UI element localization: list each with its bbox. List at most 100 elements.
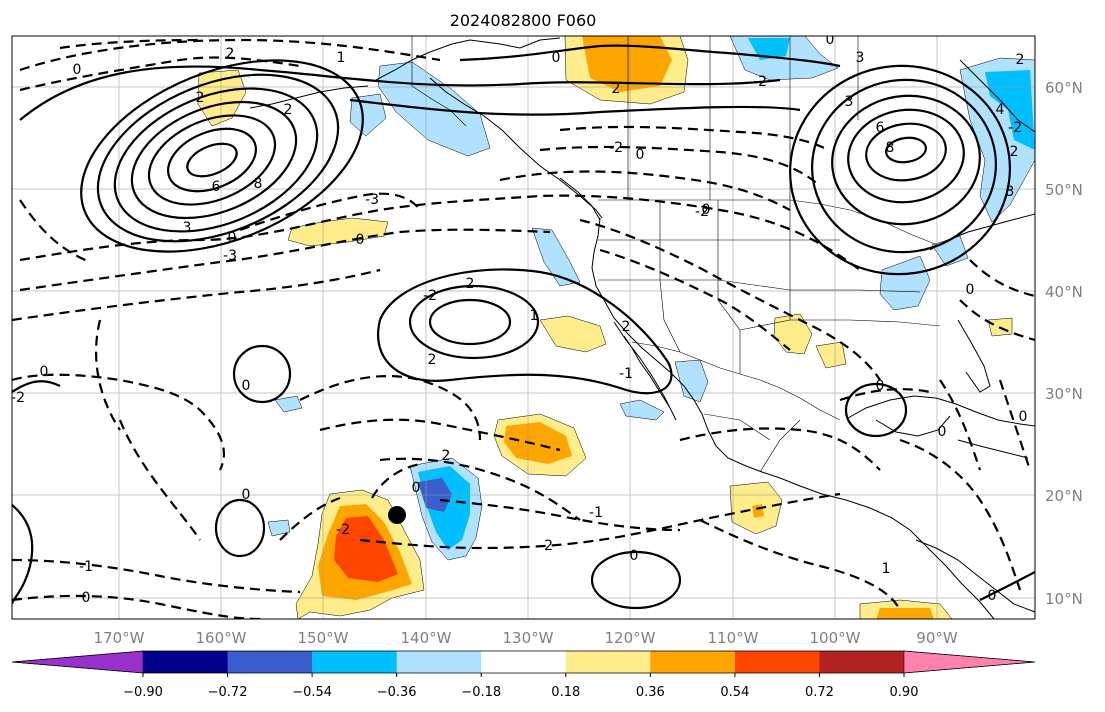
shade-positive (815, 341, 847, 369)
contour-label: 0 (938, 424, 947, 440)
colorbar-tick-label: 0.36 (636, 685, 665, 700)
longitude-label: 160°W (196, 629, 247, 647)
contour-label: -2 (423, 288, 437, 304)
height-anomaly-contours (12, 38, 1035, 619)
contour-line (979, 571, 1035, 601)
shade-negative (748, 38, 790, 60)
colorbar-tick-label: −0.18 (461, 685, 501, 700)
colorbar-tick-label: −0.54 (292, 685, 332, 700)
contour-line (130, 100, 298, 220)
colorbar-segment (819, 651, 905, 673)
contour-line (19, 228, 551, 292)
contour-label: 0 (702, 202, 711, 218)
contour-line (831, 94, 981, 226)
colorbar-segment (734, 651, 820, 673)
contour-line (19, 65, 781, 121)
contour-line (299, 374, 482, 441)
contour-line (19, 199, 91, 264)
colorbar-segment (227, 651, 313, 673)
colorbar-segment (312, 651, 398, 673)
shade-positive (504, 422, 572, 464)
contour-label: 0 (826, 32, 835, 48)
contour-label: -2 (753, 74, 767, 90)
contour-label: 0 (228, 230, 237, 246)
contour-line (12, 373, 225, 471)
colorbar-tick-label: −0.36 (377, 685, 417, 700)
contour-line (599, 248, 791, 351)
colorbar-tick-label: −0.90 (123, 685, 163, 700)
contour-line (939, 379, 982, 471)
contour-label: 2 (196, 90, 205, 106)
colorbar-tick-label: 0.54 (720, 685, 749, 700)
colorbar-segment (481, 651, 567, 673)
colorbar-extend-min (11, 650, 144, 674)
contour-line (379, 457, 581, 521)
contour-line (998, 379, 1032, 471)
contour-line (239, 192, 421, 232)
contour-line (12, 268, 381, 322)
contour-line (499, 170, 791, 211)
shade-positive (582, 36, 672, 92)
colorbar-segment (396, 651, 482, 673)
coastline-alaska-panhandle (429, 77, 603, 219)
contour-line (214, 498, 266, 558)
contour-line (12, 380, 61, 393)
colorbar-segment (650, 651, 736, 673)
contour-line (459, 44, 841, 68)
contour-label: 0 (40, 364, 49, 380)
map-frame (11, 35, 1036, 620)
contour-line (94, 319, 121, 431)
contour-label: 1 (882, 561, 891, 577)
map-background (12, 36, 1035, 619)
contour-line (844, 382, 908, 438)
contour-line (19, 56, 301, 92)
contour-label: 0 (1019, 409, 1028, 425)
contour-line (279, 496, 341, 541)
contour-label: 1 (530, 308, 539, 324)
contour-label: -3 (365, 192, 379, 208)
contour-line (19, 194, 861, 271)
latitude-label: 60°N (1045, 79, 1083, 97)
contour-label: -1 (79, 559, 93, 575)
contour-label: 0 (82, 590, 91, 606)
coastline-florida (957, 319, 991, 393)
contour-line (959, 299, 1035, 342)
contour-label: 0 (636, 147, 645, 163)
colorbar-tick-label: 0.72 (805, 685, 834, 700)
contour-line (113, 87, 319, 233)
contour-line (559, 125, 829, 151)
contour-label: 6 (876, 120, 885, 136)
contour-line (847, 108, 965, 204)
coastline-central-america (915, 539, 1035, 613)
coastline-bc (559, 177, 601, 221)
contour-label: 2 (622, 319, 631, 335)
longitude-label: 110°W (708, 629, 759, 647)
contour-line (359, 492, 841, 550)
shade-positive (197, 69, 247, 127)
shade-negative (267, 519, 291, 537)
contour-label: 0 (242, 487, 251, 503)
contour-label: 0 (630, 548, 639, 564)
longitude-label: 170°W (94, 629, 145, 647)
contour-label: -2 (695, 204, 709, 220)
contour-line (118, 419, 201, 541)
colorbar-extend-max (903, 650, 1036, 674)
contours-negative-dashed (12, 38, 1035, 619)
latitude-label: 20°N (1045, 487, 1083, 505)
shade-negative (985, 70, 1035, 150)
contour-label: 2 (612, 81, 621, 97)
contour-label: 3 (856, 50, 865, 66)
coastline-gulf (847, 395, 1035, 427)
coastlines (249, 37, 1035, 619)
shade-positive (752, 504, 764, 518)
contour-line (232, 344, 292, 404)
contour-label: 2 (466, 276, 475, 292)
colorbar: −0.90 −0.72 −0.54 −0.36 −0.18 0.18 0.36 0.54 0.7… (11, 650, 1036, 700)
contour-label: -2 (609, 140, 623, 156)
contour-line (12, 558, 301, 594)
contour-label: 0 (988, 588, 997, 604)
contour-label: 1 (337, 50, 346, 66)
colorbar-segment (565, 651, 651, 673)
contour-line (579, 218, 881, 381)
